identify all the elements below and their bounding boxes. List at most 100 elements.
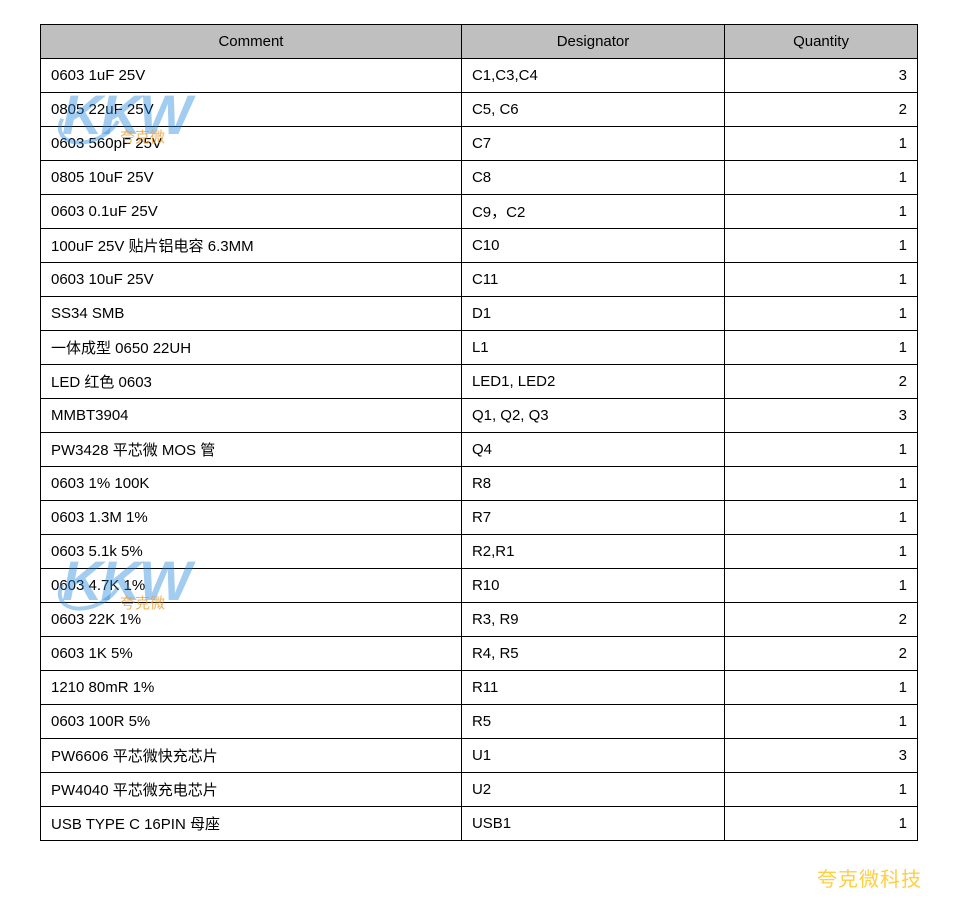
cell-comment: 0603 560pF 25V	[41, 127, 462, 161]
table-row: PW6606 平芯微快充芯片U13	[41, 739, 918, 773]
cell-quantity: 1	[725, 705, 918, 739]
cell-designator: D1	[461, 297, 724, 331]
table-row: 0603 1% 100KR81	[41, 467, 918, 501]
cell-quantity: 3	[725, 59, 918, 93]
cell-quantity: 1	[725, 297, 918, 331]
table-row: 一体成型 0650 22UHL11	[41, 331, 918, 365]
cell-comment: 0603 1uF 25V	[41, 59, 462, 93]
cell-quantity: 1	[725, 807, 918, 841]
cell-designator: Q4	[461, 433, 724, 467]
cell-comment: 0603 100R 5%	[41, 705, 462, 739]
cell-quantity: 2	[725, 637, 918, 671]
cell-comment: 0603 5.1k 5%	[41, 535, 462, 569]
cell-designator: USB1	[461, 807, 724, 841]
cell-comment: 一体成型 0650 22UH	[41, 331, 462, 365]
cell-comment: 0603 1% 100K	[41, 467, 462, 501]
cell-quantity: 1	[725, 671, 918, 705]
cell-designator: R4, R5	[461, 637, 724, 671]
cell-comment: 0603 22K 1%	[41, 603, 462, 637]
table-row: 0603 1uF 25VC1,C3,C43	[41, 59, 918, 93]
cell-quantity: 1	[725, 773, 918, 807]
cell-comment: 1210 80mR 1%	[41, 671, 462, 705]
cell-quantity: 2	[725, 603, 918, 637]
table-body: 0603 1uF 25VC1,C3,C430805 22uF 25VC5, C6…	[41, 59, 918, 841]
cell-quantity: 1	[725, 569, 918, 603]
footer-brand: 夸克微科技	[817, 863, 922, 892]
cell-designator: U2	[461, 773, 724, 807]
cell-comment: 0603 0.1uF 25V	[41, 195, 462, 229]
table-row: 0805 10uF 25VC81	[41, 161, 918, 195]
cell-comment: MMBT3904	[41, 399, 462, 433]
table-row: 0603 10uF 25VC111	[41, 263, 918, 297]
table-row: 0603 560pF 25VC71	[41, 127, 918, 161]
cell-comment: 0805 10uF 25V	[41, 161, 462, 195]
table-header: Comment Designator Quantity	[41, 25, 918, 59]
cell-designator: R5	[461, 705, 724, 739]
cell-quantity: 1	[725, 195, 918, 229]
cell-comment: 100uF 25V 贴片铝电容 6.3MM	[41, 229, 462, 263]
table-row: PW3428 平芯微 MOS 管Q41	[41, 433, 918, 467]
table-row: 1210 80mR 1%R111	[41, 671, 918, 705]
table-row: 0603 0.1uF 25VC9，C21	[41, 195, 918, 229]
cell-quantity: 3	[725, 399, 918, 433]
cell-comment: PW4040 平芯微充电芯片	[41, 773, 462, 807]
cell-quantity: 1	[725, 263, 918, 297]
cell-comment: PW3428 平芯微 MOS 管	[41, 433, 462, 467]
cell-designator: R2,R1	[461, 535, 724, 569]
table-row: 0603 1.3M 1%R71	[41, 501, 918, 535]
cell-designator: C7	[461, 127, 724, 161]
cell-quantity: 3	[725, 739, 918, 773]
cell-quantity: 2	[725, 365, 918, 399]
table-row: 0603 22K 1%R3, R92	[41, 603, 918, 637]
table-row: 100uF 25V 贴片铝电容 6.3MMC101	[41, 229, 918, 263]
cell-comment: SS34 SMB	[41, 297, 462, 331]
cell-quantity: 1	[725, 535, 918, 569]
table-row: 0603 5.1k 5%R2,R11	[41, 535, 918, 569]
bom-table: Comment Designator Quantity 0603 1uF 25V…	[40, 24, 918, 841]
cell-comment: USB TYPE C 16PIN 母座	[41, 807, 462, 841]
cell-designator: C5, C6	[461, 93, 724, 127]
col-header-comment: Comment	[41, 25, 462, 59]
table-row: PW4040 平芯微充电芯片U21	[41, 773, 918, 807]
cell-designator: R3, R9	[461, 603, 724, 637]
cell-designator: Q1, Q2, Q3	[461, 399, 724, 433]
cell-designator: R10	[461, 569, 724, 603]
cell-comment: 0603 1.3M 1%	[41, 501, 462, 535]
cell-designator: R8	[461, 467, 724, 501]
cell-quantity: 1	[725, 161, 918, 195]
table-row: 0603 100R 5%R51	[41, 705, 918, 739]
cell-comment: 0603 4.7K 1%	[41, 569, 462, 603]
cell-quantity: 1	[725, 433, 918, 467]
cell-comment: LED 红色 0603	[41, 365, 462, 399]
cell-designator: R11	[461, 671, 724, 705]
table-row: 0603 1K 5%R4, R52	[41, 637, 918, 671]
col-header-quantity: Quantity	[725, 25, 918, 59]
table-row: 0603 4.7K 1%R101	[41, 569, 918, 603]
cell-designator: L1	[461, 331, 724, 365]
cell-comment: 0603 1K 5%	[41, 637, 462, 671]
cell-quantity: 1	[725, 467, 918, 501]
cell-quantity: 1	[725, 331, 918, 365]
table-row: SS34 SMBD11	[41, 297, 918, 331]
cell-designator: C10	[461, 229, 724, 263]
cell-designator: C11	[461, 263, 724, 297]
cell-comment: 0805 22uF 25V	[41, 93, 462, 127]
cell-designator: U1	[461, 739, 724, 773]
table-row: MMBT3904Q1, Q2, Q33	[41, 399, 918, 433]
cell-quantity: 1	[725, 501, 918, 535]
cell-designator: C9，C2	[461, 195, 724, 229]
cell-designator: C8	[461, 161, 724, 195]
cell-comment: 0603 10uF 25V	[41, 263, 462, 297]
cell-designator: LED1, LED2	[461, 365, 724, 399]
table-row: 0805 22uF 25VC5, C62	[41, 93, 918, 127]
col-header-designator: Designator	[461, 25, 724, 59]
cell-quantity: 1	[725, 229, 918, 263]
bom-table-container: Comment Designator Quantity 0603 1uF 25V…	[0, 0, 958, 865]
cell-quantity: 2	[725, 93, 918, 127]
cell-quantity: 1	[725, 127, 918, 161]
cell-designator: C1,C3,C4	[461, 59, 724, 93]
cell-comment: PW6606 平芯微快充芯片	[41, 739, 462, 773]
table-row: LED 红色 0603LED1, LED22	[41, 365, 918, 399]
table-row: USB TYPE C 16PIN 母座USB11	[41, 807, 918, 841]
cell-designator: R7	[461, 501, 724, 535]
